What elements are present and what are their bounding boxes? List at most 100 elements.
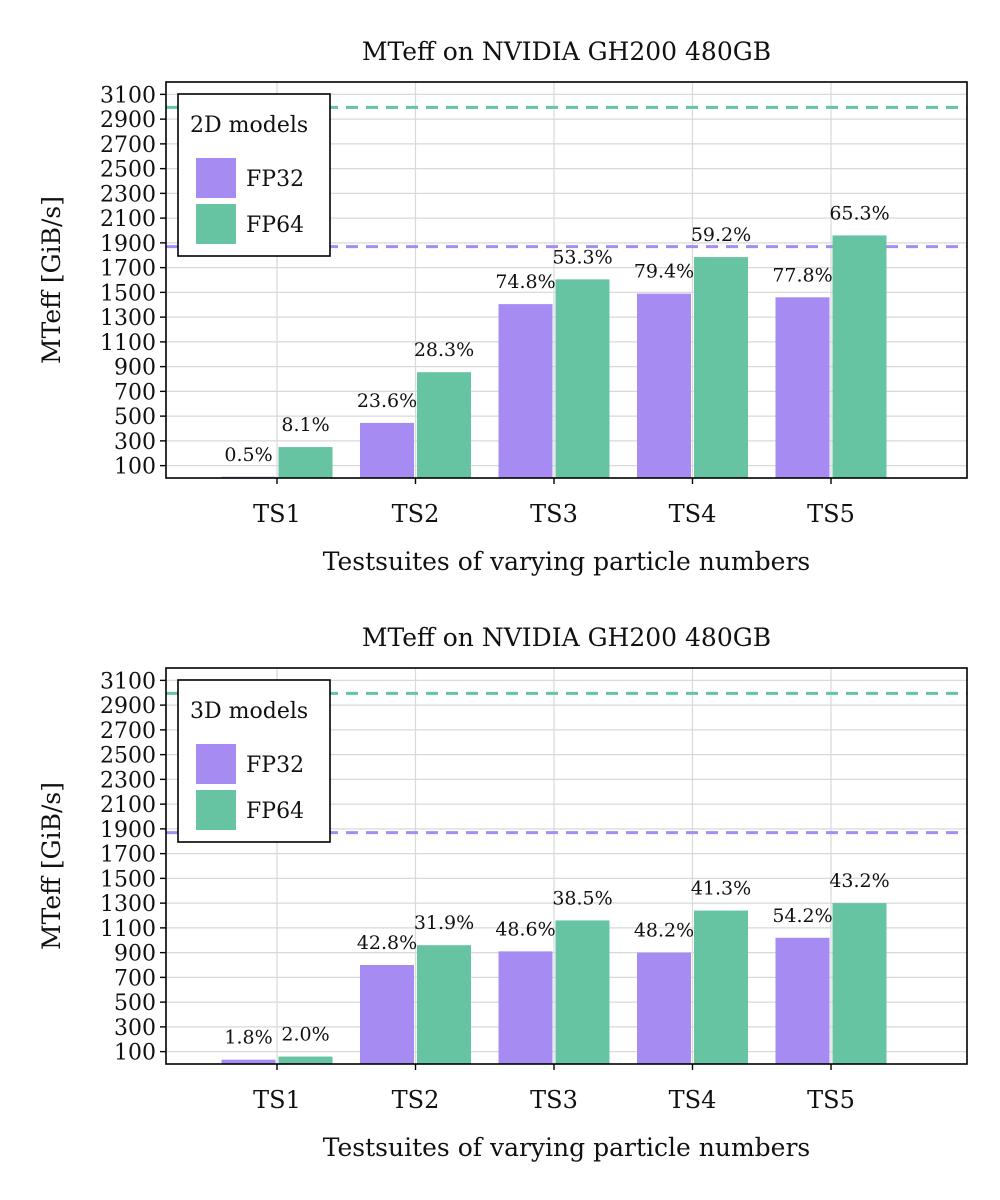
bar-fp32-ts5 <box>775 937 830 1064</box>
x-tick-label: TS4 <box>669 1086 717 1114</box>
chart-3d-models: MTeff on NVIDIA GH200 480GB 1.8% 42.8% 48.6… <box>37 623 968 1162</box>
y-tick-label: 900 <box>114 942 156 967</box>
data-label-fp32-ts1: 0.5% <box>224 444 272 466</box>
x-tick-label: TS3 <box>530 1086 578 1114</box>
y-tick-label: 300 <box>114 430 156 455</box>
x-tick-label: TS2 <box>392 1086 440 1114</box>
y-tick-label: 2300 <box>100 768 156 793</box>
y-tick-label: 700 <box>114 380 156 405</box>
y-tick-label: 1100 <box>100 917 156 942</box>
data-label-fp64-ts4: 59.2% <box>691 224 751 246</box>
data-label-fp64-ts5: 65.3% <box>829 202 889 224</box>
y-tick-label: 500 <box>114 991 156 1016</box>
y-tick-label: 2700 <box>100 133 156 158</box>
data-label-fp64-ts2: 31.9% <box>414 912 474 934</box>
data-label-fp64-ts2: 28.3% <box>414 339 474 361</box>
y-tick-label: 1500 <box>100 867 156 892</box>
y-tick-label: 1500 <box>100 281 156 306</box>
y-tick-label: 2900 <box>100 694 156 719</box>
bar-fp64-ts2 <box>417 945 471 1064</box>
plot-frame <box>165 81 968 479</box>
bar-fp32-ts3 <box>498 951 553 1064</box>
data-label-fp32-ts2: 42.8% <box>357 932 417 954</box>
y-axis-label: MTeff [GiB/s] <box>37 196 66 364</box>
y-tick-label: 500 <box>114 405 156 430</box>
data-label-fp64-ts1: 8.1% <box>281 414 329 436</box>
y-tick-label: 1700 <box>100 257 156 282</box>
y-tick-label: 3100 <box>100 669 156 694</box>
y-tick-label: 2100 <box>100 793 156 818</box>
y-tick-label: 2900 <box>100 108 156 133</box>
y-tick-label: 2500 <box>100 744 156 769</box>
y-tick-label: 100 <box>114 455 156 480</box>
chart-title: MTeff on NVIDIA GH200 480GB <box>362 623 771 652</box>
y-tick-label: 100 <box>114 1041 156 1066</box>
y-tick-label: 1700 <box>100 843 156 868</box>
x-tick-label: TS5 <box>807 500 855 528</box>
y-tick-label: 1900 <box>100 818 156 843</box>
x-tick-label: TS1 <box>253 1086 301 1114</box>
y-tick-label: 1100 <box>100 331 156 356</box>
bar-fp64-ts2 <box>417 372 471 478</box>
legend-title: 2D models <box>190 113 308 138</box>
bar-fp64-ts1 <box>278 447 333 478</box>
data-label-fp32-ts4: 48.2% <box>634 920 694 942</box>
legend-label-fp64: FP64 <box>246 799 304 824</box>
bar-fp64-ts4 <box>694 257 748 478</box>
x-tick-label: TS4 <box>669 500 717 528</box>
y-tick-label: 2700 <box>100 719 156 744</box>
bar-fp32-ts3 <box>498 304 553 478</box>
legend-swatch-fp64 <box>196 204 236 244</box>
bar-fp32-ts4 <box>637 293 691 478</box>
bar-fp32-ts1 <box>221 1059 276 1064</box>
bar-fp64-ts3 <box>555 920 610 1064</box>
data-label-fp64-ts3: 53.3% <box>552 246 612 268</box>
legend-swatch-fp32 <box>196 744 236 784</box>
data-label-fp64-ts5: 43.2% <box>829 870 889 892</box>
bar-fp64-ts4 <box>694 910 748 1064</box>
legend-label-fp64: FP64 <box>246 213 304 238</box>
data-label-fp32-ts1: 1.8% <box>224 1027 272 1049</box>
legend: 3D models FP32 FP64 <box>177 679 331 843</box>
data-label-fp32-ts4: 79.4% <box>634 261 694 283</box>
y-tick-label: 300 <box>114 1016 156 1041</box>
y-tick-label: 1300 <box>100 306 156 331</box>
legend: 2D models FP32 FP64 <box>177 93 331 257</box>
y-axis-label: MTeff [GiB/s] <box>37 782 66 950</box>
data-label-fp32-ts3: 74.8% <box>495 271 555 293</box>
y-tick-label: 3100 <box>100 83 156 108</box>
legend-label-fp32: FP32 <box>246 753 304 778</box>
chart-2d-models: MTeff on NVIDIA GH200 480GB 0.5% 23.6% 74.8… <box>37 37 968 576</box>
chart-title: MTeff on NVIDIA GH200 480GB <box>362 37 771 66</box>
y-tick-label: 2300 <box>100 182 156 207</box>
data-label-fp32-ts3: 48.6% <box>495 918 555 940</box>
plot-frame <box>165 667 968 1065</box>
bar-fp64-ts3 <box>555 279 610 478</box>
y-tick-label: 700 <box>114 966 156 991</box>
data-label-fp32-ts5: 77.8% <box>772 264 832 286</box>
legend-title: 3D models <box>190 699 308 724</box>
data-label-fp64-ts4: 41.3% <box>691 878 751 900</box>
legend-label-fp32: FP32 <box>246 167 304 192</box>
bar-fp32-ts2 <box>360 965 414 1064</box>
x-tick-label: TS1 <box>253 500 301 528</box>
x-tick-label: TS3 <box>530 500 578 528</box>
y-tick-label: 2100 <box>100 207 156 232</box>
bar-fp64-ts5 <box>832 235 887 478</box>
data-label-fp32-ts5: 54.2% <box>772 905 832 927</box>
legend-swatch-fp32 <box>196 158 236 198</box>
y-tick-label: 1300 <box>100 892 156 917</box>
y-tick-label: 1900 <box>100 232 156 257</box>
y-tick-label: 2500 <box>100 158 156 183</box>
data-label-fp32-ts2: 23.6% <box>357 390 417 412</box>
data-label-fp64-ts3: 38.5% <box>552 887 612 909</box>
x-tick-label: TS2 <box>392 500 440 528</box>
bar-fp32-ts5 <box>775 297 830 478</box>
data-label-fp64-ts1: 2.0% <box>281 1024 329 1046</box>
x-axis-label: Testsuites of varying particle numbers <box>323 1133 810 1162</box>
x-tick-label: TS5 <box>807 1086 855 1114</box>
legend-swatch-fp64 <box>196 790 236 830</box>
bar-fp32-ts2 <box>360 422 414 478</box>
y-tick-label: 900 <box>114 356 156 381</box>
